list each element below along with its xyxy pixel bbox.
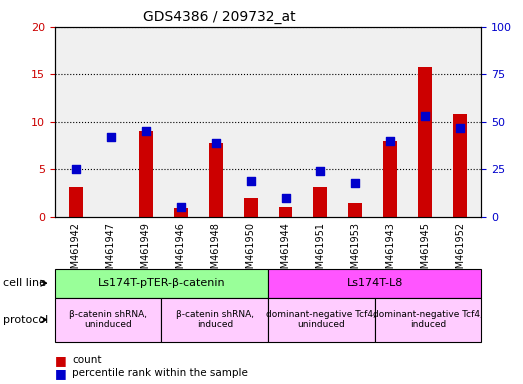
Point (421, 113, 429, 119)
Text: β-catenin shRNA,
induced: β-catenin shRNA, induced (176, 310, 254, 329)
Text: β-catenin shRNA,
uninduced: β-catenin shRNA, uninduced (69, 310, 147, 329)
Point (456, 124, 464, 131)
Bar (244, 198, 257, 217)
Point (176, 204, 185, 210)
Point (211, 140, 220, 146)
Text: GDS4386 / 209732_at: GDS4386 / 209732_at (143, 10, 296, 23)
Text: count: count (72, 355, 101, 365)
Text: percentile rank within the sample: percentile rank within the sample (72, 368, 248, 378)
Bar (348, 203, 362, 217)
Text: Ls174T-L8: Ls174T-L8 (346, 278, 403, 288)
Bar (383, 141, 397, 217)
Text: Ls174T-pTER-β-catenin: Ls174T-pTER-β-catenin (98, 278, 225, 288)
Text: protocol: protocol (3, 314, 48, 325)
Bar (209, 143, 223, 217)
Point (386, 138, 394, 144)
Text: dominant-negative Tcf4,
uninduced: dominant-negative Tcf4, uninduced (266, 310, 376, 329)
Bar (453, 114, 467, 217)
Bar (69, 187, 83, 217)
Point (142, 128, 150, 134)
Text: ■: ■ (55, 367, 66, 380)
Bar (174, 209, 188, 217)
Point (107, 134, 115, 140)
Bar (279, 207, 292, 217)
Point (72, 166, 80, 172)
Text: dominant-negative Tcf4,
induced: dominant-negative Tcf4, induced (373, 310, 483, 329)
Bar (418, 67, 432, 217)
Bar (313, 187, 327, 217)
Point (351, 180, 360, 186)
Point (316, 168, 325, 174)
Point (246, 178, 255, 184)
Text: cell line: cell line (3, 278, 46, 288)
Bar (139, 131, 153, 217)
Text: ■: ■ (55, 354, 66, 367)
Point (281, 195, 290, 201)
